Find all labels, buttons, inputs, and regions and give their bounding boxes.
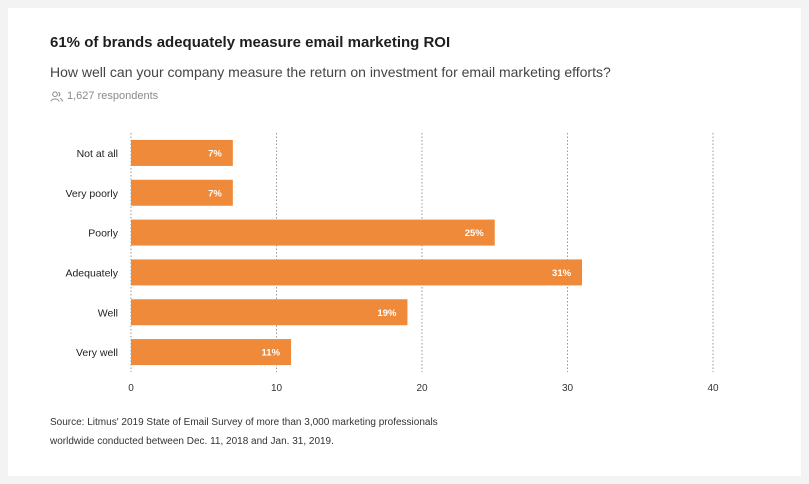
category-label: Poorly — [88, 228, 119, 240]
chart-subtitle: How well can your company measure the re… — [50, 64, 611, 80]
source-line-2: worldwide conducted between Dec. 11, 201… — [50, 436, 334, 447]
data-label: 25% — [465, 228, 485, 239]
source-line-1: Source: Litmus' 2019 State of Email Surv… — [50, 417, 438, 428]
bar-very-well — [131, 339, 292, 366]
respondents-label: 1,627 respondents — [67, 90, 159, 102]
category-label: Very well — [76, 347, 118, 359]
x-tick-label: 20 — [416, 383, 428, 394]
data-label: 11% — [262, 348, 281, 359]
category-label: Not at all — [77, 148, 118, 160]
data-label: 31% — [552, 268, 572, 279]
bar-well — [131, 299, 408, 326]
category-label: Very poorly — [65, 188, 118, 200]
data-label: 7% — [208, 148, 222, 159]
bar-not-at-all — [131, 139, 233, 166]
category-label: Adequately — [65, 267, 118, 279]
x-tick-label: 0 — [128, 383, 134, 394]
x-tick-label: 30 — [562, 383, 574, 394]
category-label: Well — [98, 307, 118, 319]
bar-poorly — [131, 219, 495, 246]
respondents-count: 1,627 respondents — [50, 90, 158, 102]
data-label: 19% — [377, 308, 397, 319]
bar-adequately — [131, 259, 583, 286]
people-icon — [50, 90, 63, 102]
data-label: 7% — [208, 188, 222, 199]
chart-title: 61% of brands adequately measure email m… — [50, 34, 451, 51]
x-tick-label: 40 — [707, 383, 719, 394]
x-tick-label: 10 — [271, 383, 283, 394]
source-note: Source: Litmus' 2019 State of Email Surv… — [50, 413, 570, 451]
bar-very-poorly — [131, 179, 233, 206]
